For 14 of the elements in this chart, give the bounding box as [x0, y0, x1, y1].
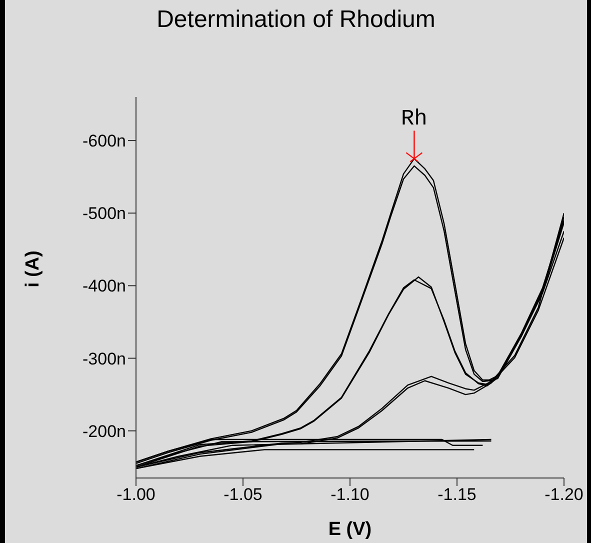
y-tick-label: -200n	[82, 422, 126, 441]
y-tick-label: -500n	[82, 204, 126, 224]
chart-title: Determination of Rhodium	[156, 6, 436, 34]
x-tick-label: -1.00	[116, 485, 156, 504]
y-tick-label: -400n	[82, 276, 126, 296]
x-tick-label: -1.20	[544, 485, 584, 504]
x-tick-label: -1.05	[224, 485, 262, 504]
x-tick-label: -1.10	[330, 485, 370, 504]
y-axis-title: i (A)	[22, 250, 44, 288]
y-tick-label: -600n	[82, 132, 126, 151]
x-tick-label: -1.15	[438, 485, 476, 504]
annotation: Rh	[400, 106, 428, 132]
y-tick-label: -300n	[82, 349, 126, 368]
x-axis-title: E (V)	[328, 519, 372, 540]
